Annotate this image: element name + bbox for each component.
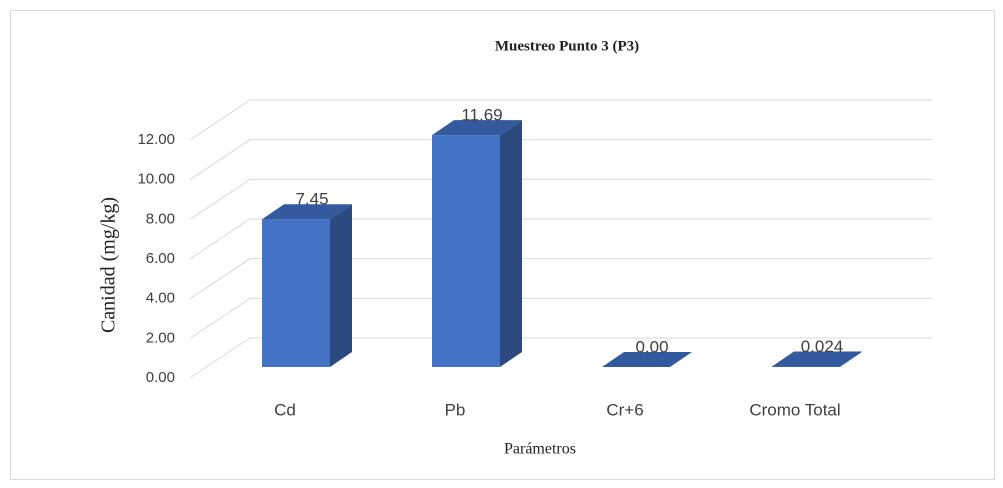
value-label: 7.45 xyxy=(295,190,328,209)
chart-title: Muestreo Punto 3 (P3) xyxy=(495,38,639,54)
bar xyxy=(602,352,692,367)
bar-front xyxy=(262,219,330,367)
bar-top xyxy=(772,351,862,367)
bar-top xyxy=(262,204,352,220)
bar-top xyxy=(432,120,522,136)
bar xyxy=(432,120,522,367)
y-tick-label: 4.00 xyxy=(146,290,175,307)
y-tick-label: 2.00 xyxy=(146,329,175,346)
grid-line xyxy=(189,218,932,260)
bar xyxy=(262,204,352,367)
grid-line xyxy=(189,337,932,379)
x-tick-label: Cd xyxy=(274,400,296,419)
y-tick-label: 12.00 xyxy=(137,131,175,148)
grid-line xyxy=(189,297,932,339)
y-axis-label: Canidad (mg/kg) xyxy=(98,197,120,333)
x-tick-label: Pb xyxy=(445,400,466,419)
y-tick-label: 8.00 xyxy=(146,210,175,227)
x-axis-label: Parámetros xyxy=(504,441,576,458)
x-tick-label: Cr+6 xyxy=(606,400,643,419)
bar-top xyxy=(602,352,692,367)
bar xyxy=(772,351,862,367)
bar-side xyxy=(330,204,352,367)
bar-side xyxy=(840,351,862,367)
y-tick-label: 6.00 xyxy=(146,250,175,267)
bar-front xyxy=(432,135,500,367)
value-label: 0.024 xyxy=(801,337,844,356)
grid-line xyxy=(189,178,932,220)
grid-line xyxy=(189,258,932,300)
grid-line xyxy=(189,139,932,181)
y-tick-label: 0.00 xyxy=(146,369,175,386)
bar-side xyxy=(500,120,522,367)
value-label: 11.69 xyxy=(461,106,502,125)
x-tick-label: Cromo Total xyxy=(749,400,840,419)
value-label: 0.00 xyxy=(635,337,668,356)
grid-line xyxy=(189,99,932,141)
y-tick-label: 10.00 xyxy=(137,171,175,188)
